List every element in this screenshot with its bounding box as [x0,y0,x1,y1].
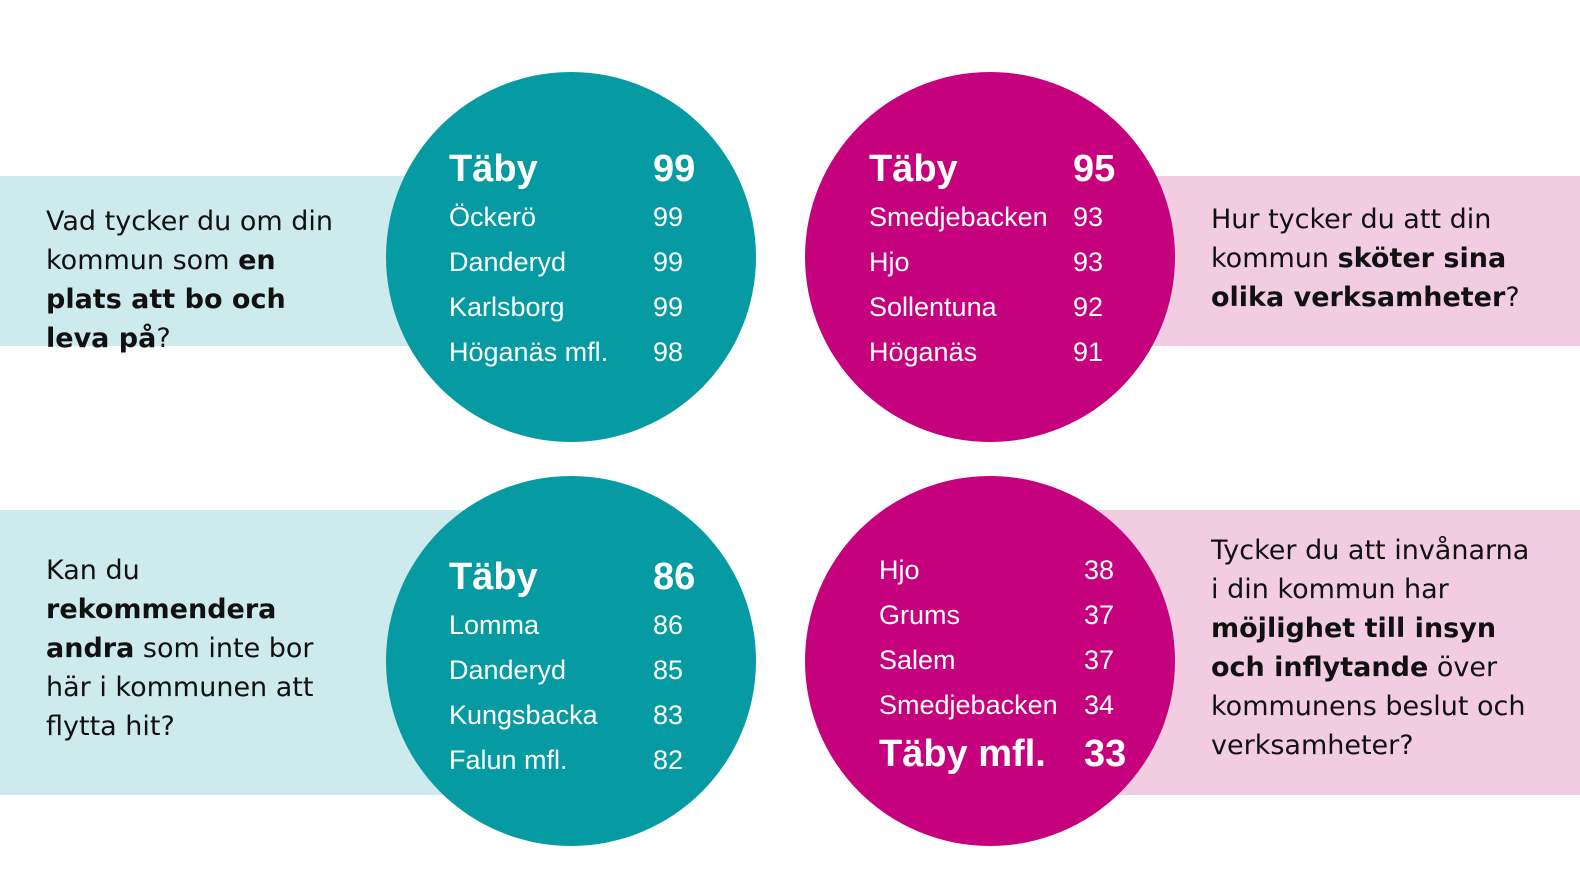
ranking-row: Öckerö 99 [449,195,709,240]
municipality-name: Danderyd [449,655,567,685]
ranking-circle-2 [805,72,1175,442]
score-value: 38 [1084,555,1115,585]
ranking-circle-3 [386,476,756,846]
score-value: 93 [1073,202,1104,232]
municipality-name: Täby [869,148,958,190]
score-value: 33 [1084,733,1127,775]
ranking-row-highlight: Täby mfl. 33 [879,728,1139,780]
municipality-name: Höganäs [869,337,978,367]
ranking-row: Höganäs mfl. 98 [449,330,709,375]
question-text-1: Vad tycker du om din kommun som en plats… [46,202,356,358]
score-value: 95 [1073,148,1116,190]
ranking-list-3: Täby 86 Lomma 86 Danderyd 85 Kungsbacka … [449,551,709,783]
question-text-4: Tycker du att invånarna i din kommun har… [1211,531,1541,765]
municipality-name: Karlsborg [449,292,565,322]
ranking-row: Falun mfl. 82 [449,738,709,783]
ranking-row-highlight: Täby 86 [449,551,709,603]
ranking-row: Kungsbacka 83 [449,693,709,738]
ranking-row: Höganäs 91 [869,330,1129,375]
question-1-part2: ? [156,323,171,354]
score-value: 86 [653,610,684,640]
ranking-list-1: Täby 99 Öckerö 99 Danderyd 99 Karlsborg … [449,143,709,375]
municipality-name: Hjo [869,247,910,277]
municipality-name: Salem [879,645,956,675]
score-value: 99 [653,292,684,322]
question-4-bold: möjlighet till insyn och inflytande [1211,613,1497,683]
municipality-name: Hjo [879,555,920,585]
score-value: 34 [1084,690,1115,720]
question-4-part2: över kommunens beslut och verksamheter? [1211,652,1526,761]
municipality-name: Täby mfl. [879,733,1046,775]
ranking-row: Smedjebacken 93 [869,195,1129,240]
score-value: 98 [653,337,684,367]
score-value: 93 [1073,247,1104,277]
question-2-part2: ? [1505,282,1520,313]
score-value: 99 [653,202,684,232]
question-2-bold: sköter sina olika verksamheter [1211,243,1507,313]
ranking-circle-1 [386,72,756,442]
municipality-name: Smedjebacken [879,690,1058,720]
score-value: 86 [653,556,696,598]
question-3-part2: som inte bor här i kommunen att flytta h… [46,633,314,742]
municipality-name: Täby [449,556,538,598]
score-value: 82 [653,745,684,775]
score-value: 83 [653,700,684,730]
question-2-part1: Hur tycker du att din kommun [1211,204,1492,274]
ranking-row: Karlsborg 99 [449,285,709,330]
score-value: 92 [1073,292,1104,322]
question-3-part1: Kan du [46,555,140,586]
municipality-name: Lomma [449,610,540,640]
ranking-row-highlight: Täby 99 [449,143,709,195]
score-value: 37 [1084,645,1115,675]
ranking-list-2: Täby 95 Smedjebacken 93 Hjo 93 Sollentun… [869,143,1129,375]
question-text-2: Hur tycker du att din kommun sköter sina… [1211,200,1531,317]
ranking-row: Lomma 86 [449,603,709,648]
ranking-row: Smedjebacken 34 [879,683,1139,728]
question-1-part1: Vad tycker du om din kommun som [46,206,334,276]
ranking-circle-4 [805,476,1175,846]
score-value: 99 [653,148,696,190]
municipality-name: Danderyd [449,247,567,277]
ranking-row-highlight: Täby 95 [869,143,1129,195]
ranking-row: Hjo 93 [869,240,1129,285]
ranking-row: Hjo 38 [879,548,1139,593]
municipality-name: Falun mfl. [449,745,568,775]
municipality-name: Täby [449,148,538,190]
ranking-row: Danderyd 99 [449,240,709,285]
question-1-bold: en plats att bo och leva på [46,245,286,354]
municipality-name: Öckerö [449,202,537,232]
question-4-part1: Tycker du att invånarna i din kommun har [1211,535,1530,605]
score-value: 37 [1084,600,1115,630]
ranking-row: Grums 37 [879,593,1139,638]
ranking-row: Danderyd 85 [449,648,709,693]
question-3-bold: rekommendera andra [46,594,277,664]
municipality-name: Smedjebacken [869,202,1048,232]
ranking-row: Salem 37 [879,638,1139,683]
municipality-name: Sollentuna [869,292,997,322]
ranking-list-4: Hjo 38 Grums 37 Salem 37 Smedjebacken 34… [879,548,1139,780]
score-value: 85 [653,655,684,685]
score-value: 91 [1073,337,1104,367]
question-text-3: Kan du rekommendera andra som inte bor h… [46,551,336,746]
ranking-row: Sollentuna 92 [869,285,1129,330]
municipality-name: Höganäs mfl. [449,337,609,367]
score-value: 99 [653,247,684,277]
municipality-name: Grums [879,600,960,630]
municipality-name: Kungsbacka [449,700,598,730]
